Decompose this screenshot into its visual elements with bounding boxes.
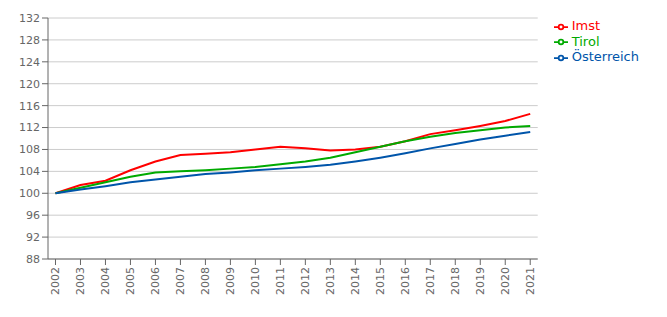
svg-text:2007: 2007 (174, 267, 187, 295)
svg-text:2011: 2011 (274, 267, 287, 295)
svg-text:104: 104 (19, 165, 40, 178)
html-text:Österreich: Österreich (571, 49, 639, 64)
svg-text:2015: 2015 (374, 267, 387, 295)
svg-text:128: 128 (19, 34, 40, 47)
svg-text:116: 116 (19, 100, 40, 113)
svg-text:100: 100 (19, 187, 40, 200)
svg-text:2012: 2012 (299, 267, 312, 295)
svg-text:2010: 2010 (249, 267, 262, 295)
html-text:Imst: Imst (571, 18, 601, 33)
svg-text:2008: 2008 (199, 267, 212, 295)
svg-text:2016: 2016 (399, 267, 412, 295)
svg-text:2003: 2003 (74, 267, 87, 295)
svg-text:2020: 2020 (499, 267, 512, 295)
svg-text:2009: 2009 (224, 267, 237, 295)
svg-text:2004: 2004 (99, 267, 112, 295)
svg-text:112: 112 (19, 121, 40, 134)
svg-text:132: 132 (19, 12, 40, 25)
svg-text:2002: 2002 (49, 267, 62, 295)
svg-text:2021: 2021 (524, 267, 537, 295)
svg-text:2017: 2017 (424, 267, 437, 295)
svg-text:88: 88 (26, 253, 40, 266)
svg-text:2018: 2018 (449, 267, 462, 295)
svg-text:2019: 2019 (474, 267, 487, 295)
html-text:Tirol: Tirol (571, 33, 600, 49)
svg-text:92: 92 (26, 231, 40, 244)
svg-text:2006: 2006 (149, 267, 162, 295)
svg-text:2014: 2014 (349, 267, 362, 295)
svg-text:120: 120 (19, 78, 40, 91)
svg-text:2013: 2013 (324, 267, 337, 295)
svg-text:108: 108 (19, 143, 40, 156)
svg-text:124: 124 (19, 56, 40, 69)
svg-text:2005: 2005 (124, 267, 137, 295)
svg-text:96: 96 (26, 209, 40, 222)
